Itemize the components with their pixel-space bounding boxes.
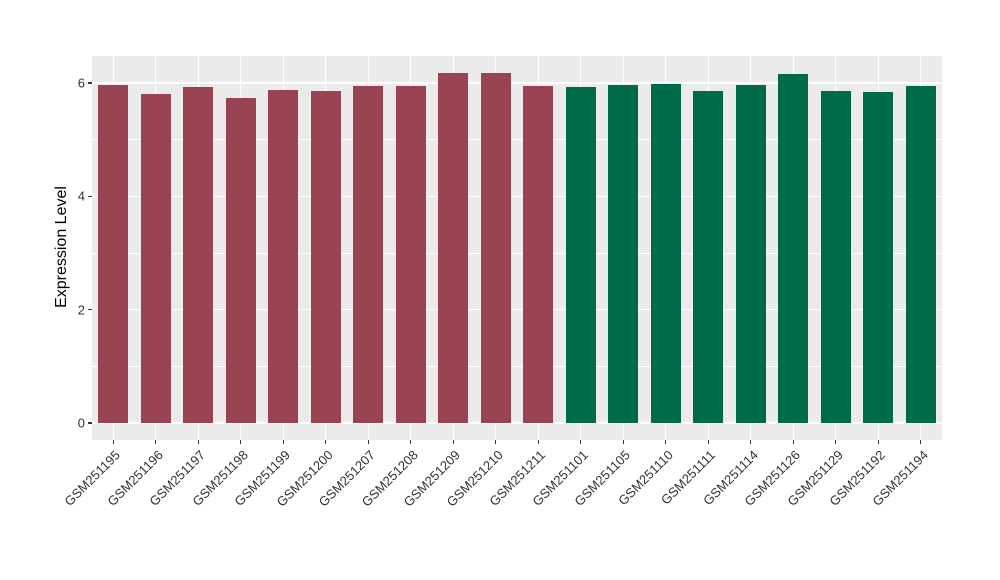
x-tick-mark: [920, 440, 922, 444]
y-tick-label: 2: [77, 302, 85, 318]
bar: [650, 84, 681, 423]
minor-gridline-h: [92, 139, 942, 140]
bar: [905, 86, 936, 423]
bar: [480, 73, 511, 423]
bar: [735, 84, 766, 423]
bar: [565, 86, 596, 423]
bar: [140, 93, 171, 423]
x-tick-mark: [452, 440, 454, 444]
bar: [523, 86, 554, 423]
y-tick-mark: [88, 422, 92, 424]
major-gridline-h: [92, 309, 942, 311]
major-gridline-h: [92, 195, 942, 197]
x-tick-mark: [537, 440, 539, 444]
y-tick-mark: [88, 309, 92, 311]
y-tick-label: 0: [77, 415, 85, 431]
bar: [98, 85, 129, 423]
x-tick-mark: [282, 440, 284, 444]
plot-panel: [92, 56, 942, 440]
bar: [225, 97, 256, 423]
major-gridline-h: [92, 422, 942, 424]
x-tick-mark: [240, 440, 242, 444]
y-tick-mark: [88, 82, 92, 84]
bar: [693, 91, 724, 423]
x-tick-mark: [580, 440, 582, 444]
bar: [353, 85, 384, 423]
bar: [310, 90, 341, 423]
x-tick-mark: [495, 440, 497, 444]
bar: [183, 86, 214, 423]
x-tick-mark: [325, 440, 327, 444]
minor-gridline-h: [92, 365, 942, 367]
bar: [820, 90, 851, 423]
x-tick-mark: [155, 440, 157, 444]
major-gridline-h: [92, 82, 942, 84]
y-tick-label: 6: [77, 75, 85, 91]
bar: [608, 84, 639, 423]
x-tick-mark: [792, 440, 794, 444]
x-tick-mark: [877, 440, 879, 444]
y-tick-label: 4: [77, 188, 85, 204]
y-axis-title: Expression Level: [53, 186, 70, 308]
x-tick-mark: [665, 440, 667, 444]
bar: [778, 73, 809, 423]
x-tick-mark: [367, 440, 369, 444]
bar: [395, 85, 426, 423]
x-tick-mark: [750, 440, 752, 444]
x-tick-mark: [622, 440, 624, 444]
x-tick-mark: [410, 440, 412, 444]
x-tick-mark: [835, 440, 837, 444]
x-tick-mark: [197, 440, 199, 444]
minor-gridline-h: [92, 252, 942, 254]
bar: [268, 89, 299, 423]
bar: [863, 92, 894, 423]
x-tick-mark: [707, 440, 709, 444]
y-tick-mark: [88, 195, 92, 197]
x-tick-mark: [112, 440, 114, 444]
bar: [438, 73, 469, 423]
